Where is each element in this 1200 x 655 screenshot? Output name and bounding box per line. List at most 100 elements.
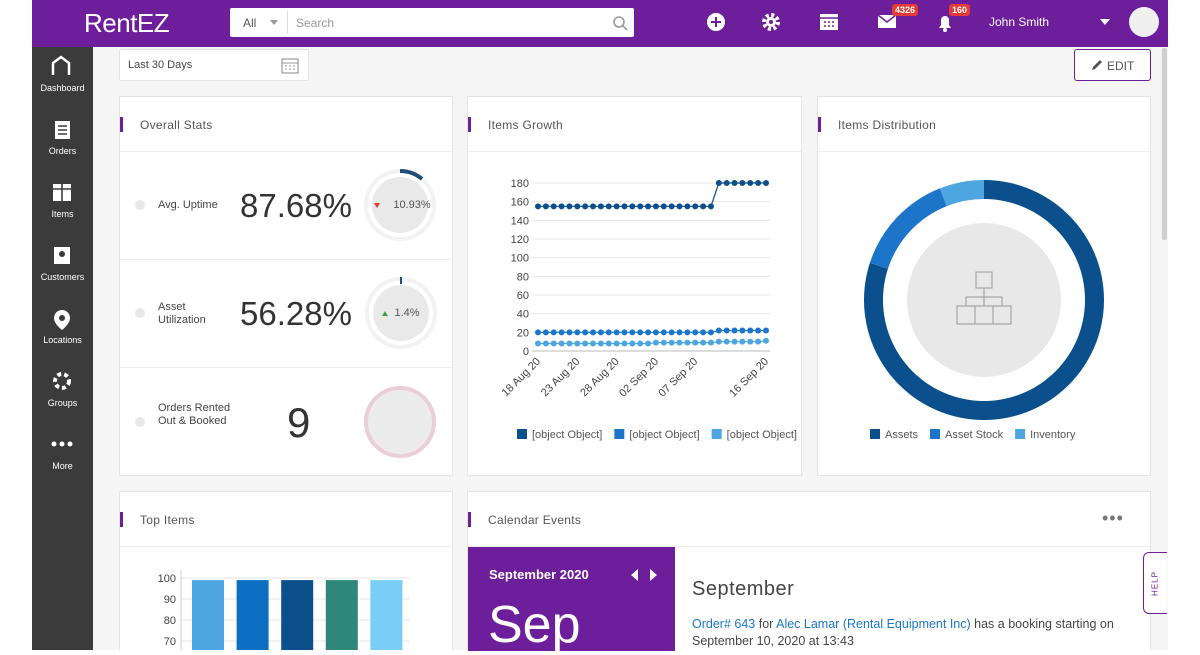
calendar-card: Calendar Events ••• September 2020 Sep S… — [467, 491, 1151, 654]
trend-up — [382, 311, 388, 316]
groups-icon[interactable] — [53, 372, 71, 390]
more-icon — [59, 441, 65, 447]
bullet — [135, 308, 145, 318]
sidebar — [32, 47, 93, 650]
bell-icon[interactable] — [939, 16, 951, 28]
more-icon — [67, 441, 73, 447]
avatar[interactable] — [1129, 7, 1159, 37]
items-distribution-card: Items Distribution — [817, 96, 1151, 476]
caret — [270, 20, 278, 25]
orders-icon — [58, 125, 67, 135]
search-icon[interactable] — [613, 16, 625, 28]
company-link[interactable]: (Rental Equipment Inc) — [842, 617, 971, 631]
calendar-icon — [820, 17, 838, 27]
ring-arc — [399, 168, 424, 181]
stat-label: Avg. Uptime — [158, 199, 218, 211]
ring-track — [364, 386, 436, 458]
nav-icons — [51, 55, 73, 447]
date-icon — [281, 58, 299, 74]
month-nav[interactable] — [630, 568, 660, 582]
card-title: Calendar Events — [488, 513, 582, 527]
more-menu[interactable]: ••• — [1102, 508, 1124, 528]
calendar-panel: September 2020 Sep — [468, 547, 675, 654]
top-icons — [270, 7, 1159, 37]
notification-badge: 160 — [949, 4, 971, 16]
divider — [120, 546, 452, 547]
ring-center — [372, 177, 428, 233]
accent — [120, 512, 123, 527]
divider — [120, 259, 452, 260]
help-label[interactable]: HELP — [1150, 571, 1160, 596]
search-box[interactable]: All Search — [230, 8, 634, 37]
divider — [468, 546, 1150, 547]
bullet — [135, 417, 145, 427]
month-year: September 2020 — [489, 567, 589, 582]
stat-value: 56.28% — [240, 295, 352, 332]
add-icon — [711, 17, 721, 27]
nav-item[interactable]: Orders — [48, 146, 77, 156]
nav-item[interactable]: Locations — [43, 335, 82, 345]
items-growth-card: Items Growth — [467, 96, 802, 476]
more-icon[interactable] — [51, 441, 57, 447]
top-items-card: Top Items — [119, 491, 453, 650]
user-name[interactable]: John Smith — [989, 15, 1050, 29]
stat-label: Orders Rented Out & Booked — [158, 402, 231, 427]
stat-rings — [364, 168, 437, 458]
customers-icon — [59, 251, 65, 257]
edit-button[interactable]: EDIT — [1074, 49, 1151, 81]
nav-item[interactable]: Customers — [40, 272, 85, 282]
bullet — [135, 200, 145, 210]
items-icon — [53, 184, 71, 201]
customer-link[interactable]: Alec Lamar — [776, 617, 840, 631]
stat-label: Asset Utilization — [158, 301, 206, 326]
search-scope[interactable]: All — [243, 16, 257, 30]
order-link[interactable]: Order# 643 — [692, 617, 756, 631]
month-short: Sep — [488, 596, 581, 654]
card-title: Items Distribution — [838, 118, 937, 132]
event-text: for — [758, 617, 774, 631]
accent — [120, 117, 123, 132]
stat-change: 1.4% — [394, 307, 420, 319]
edit-label[interactable]: EDIT — [1107, 59, 1135, 73]
date-range[interactable]: Last 30 Days — [119, 49, 309, 81]
nav-item[interactable]: Items — [51, 209, 74, 219]
search-placeholder[interactable]: Search — [296, 16, 335, 30]
nav-item[interactable]: Groups — [47, 398, 78, 408]
accent — [818, 117, 821, 132]
ring-center — [373, 285, 429, 341]
divider — [468, 151, 801, 152]
help-tab[interactable]: HELP — [1143, 552, 1167, 614]
user-caret[interactable] — [1100, 19, 1110, 25]
search-icon — [622, 25, 628, 31]
card-title: Items Growth — [488, 118, 563, 132]
event-text: has a booking starting on September 10, … — [692, 617, 1114, 648]
card-title: Overall Stats — [140, 118, 213, 132]
stat-change: 10.93% — [393, 199, 431, 211]
month-heading: September — [692, 578, 795, 600]
locations-icon — [59, 315, 65, 321]
date-range-text[interactable]: Last 30 Days — [128, 59, 193, 71]
scrollbar[interactable] — [1162, 48, 1167, 240]
divider — [287, 11, 288, 34]
settings-icon — [769, 20, 773, 24]
divider — [120, 151, 452, 152]
accent — [468, 117, 471, 132]
nav-item[interactable]: More — [52, 461, 73, 471]
event: Order# 643 for Alec Lamar (Rental Equipm… — [692, 616, 1132, 650]
settings-icon[interactable] — [762, 13, 780, 31]
card-title: Top Items — [140, 513, 195, 527]
divider — [120, 367, 452, 368]
stat-value: 87.68% — [240, 187, 352, 224]
divider — [818, 151, 1150, 152]
stat-value: 9 — [287, 399, 311, 446]
mail-badge: 4326 — [892, 4, 919, 16]
dashboard-icon[interactable] — [51, 55, 71, 75]
bell-icon — [943, 28, 947, 32]
brand[interactable]: RentEZ — [84, 8, 170, 38]
nav-item[interactable]: Dashboard — [40, 83, 85, 93]
edit-icon — [1092, 60, 1102, 70]
trend-down — [374, 203, 380, 208]
mail-icon — [877, 14, 897, 23]
accent — [468, 512, 471, 527]
